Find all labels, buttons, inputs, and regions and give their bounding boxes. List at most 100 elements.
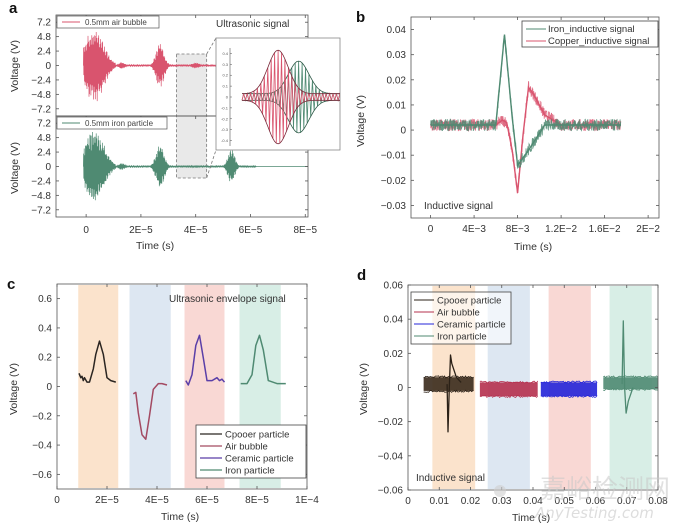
x-tick-label: 0: [428, 224, 434, 235]
noise-band-cpooer-particle: [423, 377, 474, 391]
y-tick-label: 0.04: [387, 25, 407, 36]
inset-y-tick-label: 0.3: [222, 62, 228, 67]
y-tick-label: 0.2: [38, 353, 52, 364]
y-tick-label: −0.06: [378, 486, 404, 497]
x-tick-label: 0.03: [492, 496, 512, 507]
axis-ticks: 0 4E−3 8E−3 1.2E−2 1.6E−2 2E−2 0.04 0.03 0.02 0.0…: [381, 17, 660, 235]
legend-label: 0.5mm iron particle: [85, 119, 154, 128]
series-line-ceramic-particle: [185, 334, 226, 386]
inset-y-tick-label: -0.2: [221, 116, 229, 121]
inset-envelope-lower: [242, 99, 340, 145]
x-tick-label: 1.6E−2: [589, 224, 621, 235]
series-group: [78, 334, 286, 440]
y-axis-label: Voltage (V): [8, 363, 20, 415]
noise-edge: [603, 375, 658, 379]
legend-label: Ceramic particle: [225, 454, 294, 465]
y-tick-label: 2.4: [37, 148, 51, 159]
watermark-subtext: AnyTesting.com: [534, 504, 654, 522]
y-tick-label: 0: [397, 383, 403, 394]
y-axis-label: Voltage (V): [358, 363, 370, 415]
legend-label-iron: Iron_inductive signal: [548, 24, 635, 35]
inset-ticks: 0.4 0.3 0.2 0.1 0 -0.1 -0.2 -0.3 -0.4: [221, 51, 232, 143]
x-axis-label: Time (s): [512, 512, 550, 524]
y-tick-label: −2.4: [31, 75, 51, 86]
panel-letter-a: a: [9, 0, 18, 17]
y-tick-label: 0.02: [387, 75, 407, 86]
x-tick-label: 0: [83, 225, 89, 236]
legend-label: Ceramic particle: [437, 320, 506, 331]
y-tick-label: 0: [400, 126, 406, 137]
shaded-band: [78, 285, 119, 488]
x-tick-label: 0: [54, 495, 60, 506]
noise-edge: [540, 380, 598, 384]
panel-letter-c: c: [7, 276, 15, 293]
y-tick-label: 0.02: [384, 349, 404, 360]
x-tick-label: 4E−5: [184, 225, 208, 236]
y-tick-label: −0.2: [32, 411, 52, 422]
legend: Iron_inductive signal Copper_inductive s…: [521, 20, 659, 48]
y-tick-label: −0.02: [381, 176, 407, 187]
x-tick-label: 8E−3: [506, 224, 530, 235]
legend-label: 0.5mm air bubble: [85, 18, 147, 27]
zoom-connector: [206, 149, 217, 179]
series-line-iron-particle: [240, 334, 286, 385]
inset-series: [241, 49, 340, 145]
axis-ticks: 0 0.01 0.02 0.03 0.04 0.05 0.06 0.07 0.08 0.06 0.0…: [378, 281, 668, 508]
watermark-text: 嘉峪检测网: [540, 475, 670, 505]
panel-letter-b: b: [356, 9, 365, 26]
y-tick-label: 7.2: [37, 18, 51, 29]
inset-y-tick-label: 0.4: [222, 51, 228, 56]
shaded-band: [129, 285, 171, 488]
legend-label: Cpooer particle: [437, 296, 501, 307]
noise-edge: [479, 394, 538, 399]
axis-ticks: 0 2E−5 4E−5 6E−5 8E−5 1E−4 0.6 0.4 0.2 0 −0.2 −0.4 −…: [32, 284, 319, 506]
plot-frame: [410, 16, 660, 219]
legend-air-bubble: 0.5mm air bubble: [56, 15, 160, 29]
watermark-logo-icon: [494, 485, 506, 497]
y-axis-label: Voltage (V): [355, 95, 367, 147]
y-tick-label: 4.8: [37, 32, 51, 43]
x-tick-label: 0.04: [523, 496, 543, 507]
panel-b-inductive-signal: 0 4E−3 8E−3 1.2E−2 1.6E−2 2E−2 0.04 0.03 0.02 0.0…: [355, 16, 660, 253]
legend-label: Air bubble: [225, 442, 268, 453]
y-tick-label: −7.2: [31, 104, 51, 115]
waveform-line: [83, 131, 257, 201]
inset-y-tick-label: -0.1: [221, 105, 229, 110]
inset-envelope-upper: [242, 60, 340, 95]
series-line-air-bubble: [132, 382, 168, 440]
y-tick-label: 0.6: [38, 294, 52, 305]
noise-band-ceramic-particle: [540, 382, 598, 397]
y-axis-label-top: Voltage (V): [9, 40, 21, 92]
y-tick-label: −0.04: [378, 451, 404, 462]
x-tick-label: 4E−3: [462, 224, 486, 235]
noise-edge: [540, 394, 598, 398]
y-tick-label: −4.8: [31, 90, 51, 101]
annotation-envelope-signal: Ultrasonic envelope signal: [169, 294, 286, 305]
y-tick-label: 4.8: [37, 133, 51, 144]
inset-y-tick-label: -0.3: [221, 127, 229, 132]
y-tick-label: 2.4: [37, 47, 51, 58]
x-tick-label: 0.05: [555, 496, 575, 507]
y-tick-label: −0.03: [381, 201, 407, 212]
legend-label-copper: Copper_inductive signal: [548, 36, 649, 47]
y-tick-label: −4.8: [31, 191, 51, 202]
legend-label: Iron particle: [437, 332, 487, 343]
x-tick-label: 8E−5: [293, 225, 317, 236]
noise-band-air-bubble: [479, 382, 538, 397]
series-group: [423, 320, 658, 433]
spike-line: [621, 320, 634, 414]
legend-label: Cpooer particle: [225, 430, 289, 441]
x-tick-label: 4E−5: [145, 495, 169, 506]
panel-c-ultrasonic-envelope: 0 2E−5 4E−5 6E−5 8E−5 1E−4 0.6 0.4 0.2 0 −0.2 −0.4 −…: [8, 283, 319, 523]
inset-zoom-plot: 0.4 0.3 0.2 0.1 0 -0.1 -0.2 -0.3 -0.4: [206, 37, 341, 179]
panel-letter-d: d: [357, 267, 366, 284]
y-tick-label: 0: [45, 61, 51, 72]
annotation-ultrasonic-signal: Ultrasonic signal: [216, 19, 289, 30]
inset-y-tick-label: 0.1: [222, 84, 228, 89]
panel-a-ultrasonic-signal: 0 2E−5 4E−5 6E−5 8E−5 7.2 4.8 2.4 0 −2.4 −4.8 −7.2 7…: [9, 14, 341, 252]
series-iron-particle: [83, 131, 308, 201]
x-axis-label: Time (s): [514, 241, 552, 253]
y-tick-label: 7.2: [37, 119, 51, 130]
